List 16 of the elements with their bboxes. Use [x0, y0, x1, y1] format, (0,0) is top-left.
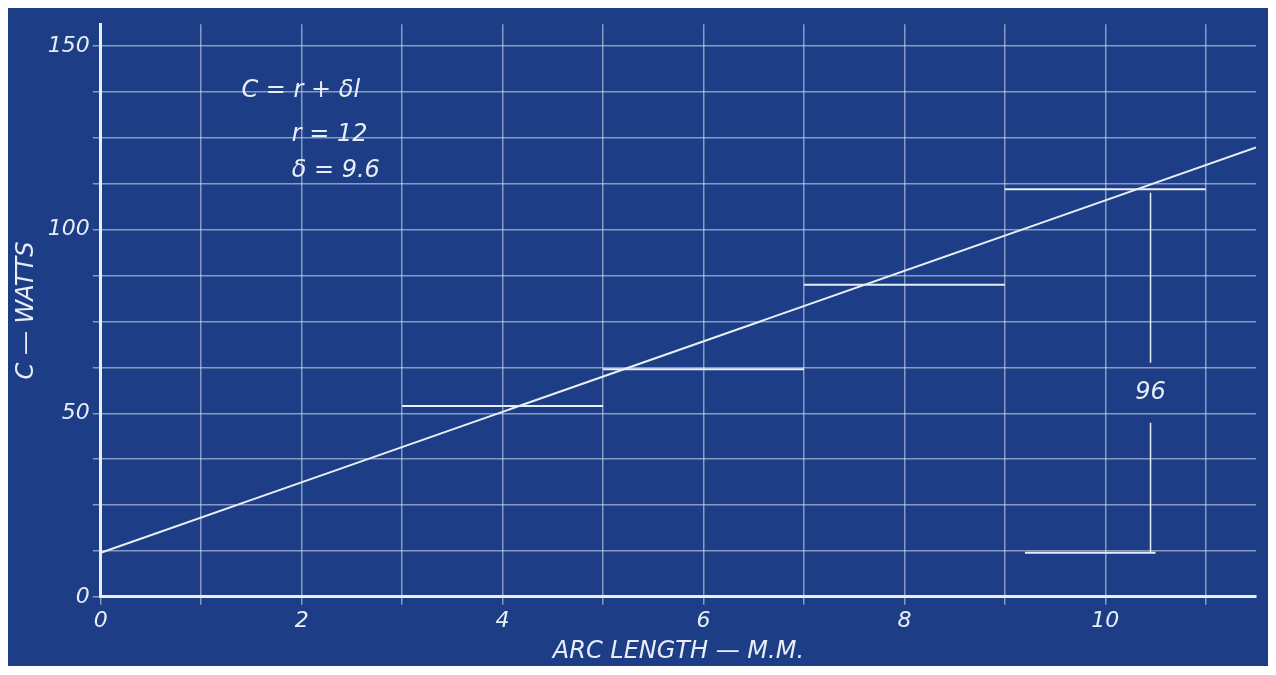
- x-tick-label: 6: [696, 606, 711, 632]
- y-tick-label: 0: [75, 582, 90, 608]
- y-axis-title: C — WATTS: [10, 241, 39, 380]
- x-tick-label: 10: [1091, 606, 1120, 632]
- x-axis-title: ARC LENGTH — M.M.: [550, 635, 804, 664]
- y-tick-label: 100: [47, 215, 90, 241]
- y-tick-label: 150: [47, 31, 90, 57]
- annotation: r = 12: [291, 118, 368, 147]
- annotation: 96: [1135, 376, 1166, 405]
- x-tick-label: 4: [495, 606, 510, 632]
- annotation: C = r + δl: [241, 74, 361, 103]
- y-tick-label: 50: [61, 398, 90, 424]
- annotation: δ = 9.6: [291, 155, 380, 184]
- x-tick-label: 8: [897, 606, 912, 632]
- x-tick-label: 0: [93, 606, 108, 632]
- x-tick-label: 2: [294, 606, 309, 632]
